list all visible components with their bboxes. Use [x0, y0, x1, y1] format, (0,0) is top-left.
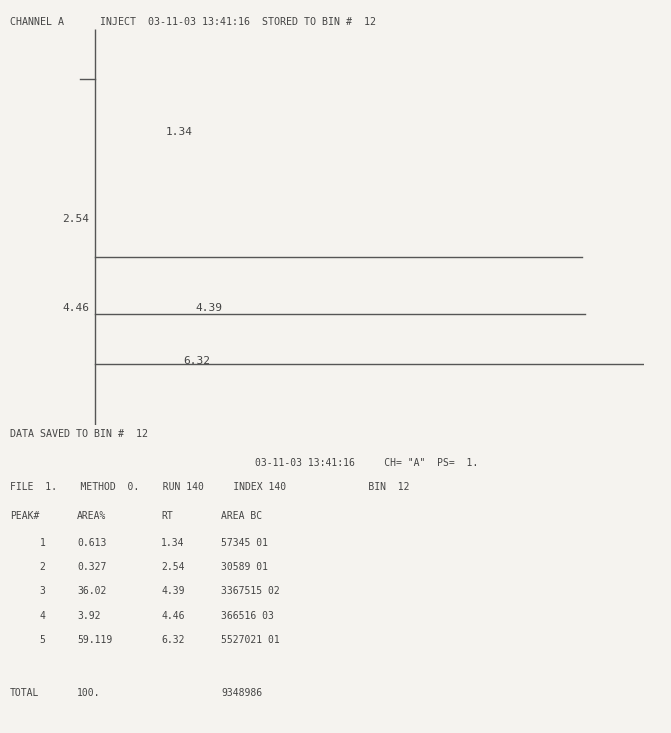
Text: 4: 4 [40, 611, 46, 621]
Text: 6.32: 6.32 [161, 635, 185, 645]
Text: DATA SAVED TO BIN #  12: DATA SAVED TO BIN # 12 [10, 429, 148, 439]
Text: 6.32: 6.32 [184, 356, 211, 366]
Text: 9348986: 9348986 [221, 688, 262, 698]
Text: 366516 03: 366516 03 [221, 611, 274, 621]
Text: RT: RT [161, 512, 173, 521]
Text: 4.39: 4.39 [195, 303, 222, 314]
Text: 2: 2 [40, 562, 46, 572]
Text: 03-11-03 13:41:16     CH= "A"  PS=  1.: 03-11-03 13:41:16 CH= "A" PS= 1. [255, 458, 478, 468]
Text: 3.92: 3.92 [77, 611, 101, 621]
Text: FILE  1.    METHOD  0.    RUN 140     INDEX 140              BIN  12: FILE 1. METHOD 0. RUN 140 INDEX 140 BIN … [10, 482, 409, 493]
Text: TOTAL: TOTAL [10, 688, 40, 698]
Text: 2.54: 2.54 [161, 562, 185, 572]
Text: 4.46: 4.46 [62, 303, 89, 314]
Text: AREA BC: AREA BC [221, 512, 262, 521]
Text: 3367515 02: 3367515 02 [221, 586, 280, 597]
Text: 4.39: 4.39 [161, 586, 185, 597]
Text: AREA%: AREA% [77, 512, 107, 521]
Text: 30589 01: 30589 01 [221, 562, 268, 572]
Text: 57345 01: 57345 01 [221, 538, 268, 548]
Text: 3: 3 [40, 586, 46, 597]
Text: 5527021 01: 5527021 01 [221, 635, 280, 645]
Text: 36.02: 36.02 [77, 586, 107, 597]
Text: 1.34: 1.34 [166, 128, 193, 137]
Text: PEAK#: PEAK# [10, 512, 40, 521]
Text: 0.327: 0.327 [77, 562, 107, 572]
Text: 2.54: 2.54 [62, 214, 89, 224]
Text: 1: 1 [40, 538, 46, 548]
Text: 0.613: 0.613 [77, 538, 107, 548]
Text: 100.: 100. [77, 688, 101, 698]
Text: 5: 5 [40, 635, 46, 645]
Text: 1.34: 1.34 [161, 538, 185, 548]
Text: CHANNEL A      INJECT  03-11-03 13:41:16  STORED TO BIN #  12: CHANNEL A INJECT 03-11-03 13:41:16 STORE… [10, 17, 376, 27]
Text: 4.46: 4.46 [161, 611, 185, 621]
Text: 59.119: 59.119 [77, 635, 113, 645]
